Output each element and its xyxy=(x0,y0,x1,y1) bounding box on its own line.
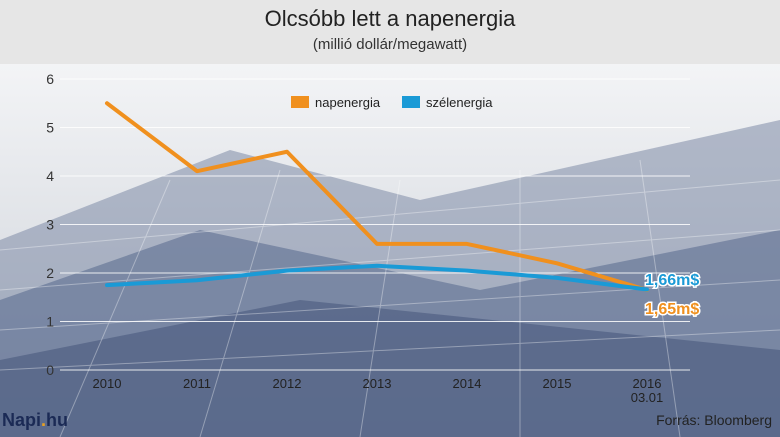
x-tick-label: 2015 xyxy=(543,376,572,391)
legend-swatch xyxy=(291,96,309,108)
x-tick-label: 03.01 xyxy=(631,390,664,405)
x-tick-label: 2010 xyxy=(93,376,122,391)
chart-title: Olcsóbb lett a napenergia xyxy=(264,6,516,31)
y-tick-label: 5 xyxy=(46,120,54,136)
source-note: Forrás: Bloomberg xyxy=(656,412,772,428)
x-tick-label: 2011 xyxy=(183,376,211,391)
logo-main: Napi xyxy=(2,410,42,430)
y-tick-label: 2 xyxy=(46,265,54,281)
x-tick-label: 2016 xyxy=(633,376,662,391)
legend-swatch xyxy=(402,96,420,108)
legend-label: napenergia xyxy=(315,95,381,110)
y-tick-label: 4 xyxy=(46,168,54,184)
y-tick-label: 3 xyxy=(46,217,54,233)
napi-logo: Napi.hu xyxy=(2,410,68,431)
series-line-szelenergia xyxy=(105,263,649,292)
y-tick-label: 1 xyxy=(46,314,54,330)
data-label: 1,65m$ xyxy=(645,301,699,318)
data-label: 1,66m$ xyxy=(645,272,699,289)
legend-label: szélenergia xyxy=(426,95,493,110)
x-tick-label: 2013 xyxy=(363,376,392,391)
chart-header: Olcsóbb lett a napenergia (millió dollár… xyxy=(0,0,780,64)
y-tick-label: 0 xyxy=(46,362,54,378)
logo-dot: . xyxy=(41,410,47,430)
y-tick-label: 6 xyxy=(46,71,54,87)
series-line-napenergia xyxy=(105,101,649,292)
x-tick-label: 2014 xyxy=(453,376,482,391)
x-tick-label: 2012 xyxy=(273,376,302,391)
logo-tld: hu xyxy=(46,410,69,430)
chart-subtitle: (millió dollár/megawatt) xyxy=(312,36,468,53)
